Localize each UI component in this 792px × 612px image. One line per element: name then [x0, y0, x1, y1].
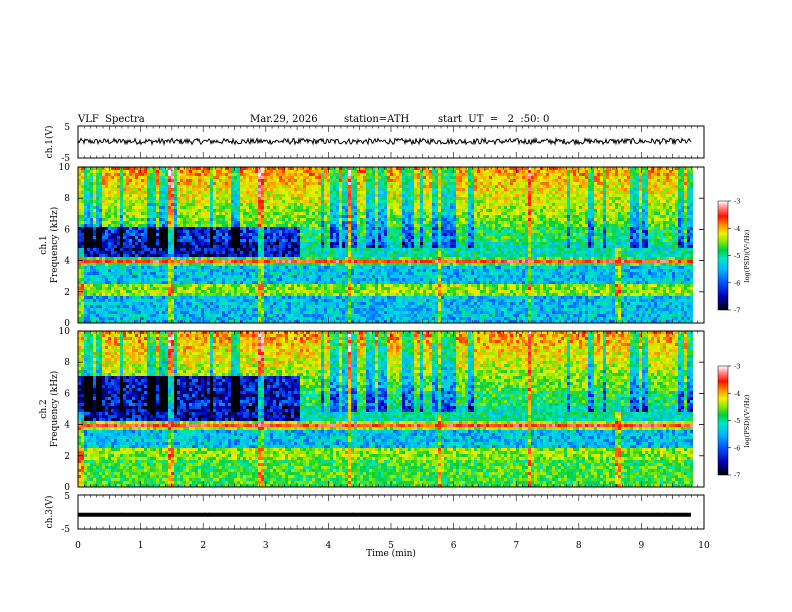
ch1-spectrogram-panel: 0 2 4 6 8 10 ch.1 Frequency (kHz) -3 -4 -5 -6 -7 …: [39, 163, 751, 329]
time-axis-tick-2: 2: [200, 541, 206, 551]
ch1-waveform-ticks: [77, 126, 705, 158]
frequency-tick-8: 8: [64, 194, 70, 204]
colorbar-tick--7: -7: [734, 307, 740, 315]
frequency-tick-10: 10: [59, 327, 71, 337]
frequency-tick-10: 10: [59, 163, 71, 173]
frequency-tick-6: 6: [64, 225, 70, 235]
colorbar-tick--3: -3: [734, 198, 740, 206]
colorbar-tick--7: -7: [734, 472, 740, 480]
ch1-colorbar: -3 -4 -5 -6 -7 log(PSD)(V²/Hz): [717, 198, 751, 315]
time-axis-tick-10: 10: [698, 541, 710, 551]
ch3-waveform-panel: 5 -5 ch.3(V): [44, 492, 705, 535]
ch1-colorbar-label: log(PSD)(V²/Hz): [743, 229, 751, 282]
time-axis-tick-4: 4: [326, 541, 332, 551]
colorbar-tick--3: -3: [734, 363, 740, 371]
ch1-frequency-ylabel: Frequency (kHz): [49, 207, 60, 284]
ch1-label: ch.1: [39, 235, 49, 254]
chart-title: VLF Spectra: [78, 114, 145, 125]
ch1-waveform-ylabel: ch.1(V): [44, 126, 55, 159]
ch2-colorbar-label: log(PSD)(V²/Hz): [743, 394, 751, 447]
ch1-waveform-trace: [77, 136, 692, 147]
ch2-spectrogram-ticks: [77, 331, 705, 487]
time-axis-tick-5: 5: [388, 541, 394, 551]
colorbar-tick--6: -6: [734, 444, 740, 452]
ch2-spectrogram: [78, 331, 704, 487]
frequency-tick-6: 6: [64, 389, 70, 399]
ch1-spectrogram-ticks: [77, 167, 705, 323]
frequency-tick-0: 0: [64, 483, 70, 493]
frequency-tick-4: 4: [64, 257, 70, 267]
date-label: Mar.29, 2026: [250, 114, 318, 125]
frequency-tick-2: 2: [64, 452, 70, 462]
colorbar-tick--6: -6: [734, 279, 740, 287]
frequency-tick-2: 2: [64, 288, 70, 298]
ch1-waveform-panel: 5 -5 ch.1(V): [44, 123, 705, 164]
time-axis-tick-0: 0: [75, 541, 81, 551]
time-axis-tick-9: 9: [639, 541, 645, 551]
ch1-colorbar-ticks: -3 -4 -5 -6 -7: [728, 198, 740, 315]
frequency-tick-8: 8: [64, 358, 70, 368]
ch2-colorbar-ticks: -3 -4 -5 -6 -7: [728, 363, 740, 480]
ch3-ytick-bottom: -5: [61, 525, 70, 535]
frequency-tick-0: 0: [64, 319, 70, 329]
ch1-ytick-top: 5: [64, 123, 70, 133]
colorbar-tick--4: -4: [734, 390, 740, 398]
frequency-tick-4: 4: [64, 421, 70, 431]
ch1-spectrogram-yticks: 0 2 4 6 8 10: [59, 163, 704, 329]
colorbar-tick--4: -4: [734, 225, 740, 233]
start-ut-label: start UT = 2 :50: 0: [438, 114, 549, 125]
ch2-spectrogram-yticks: 0 2 4 6 8 10: [59, 327, 704, 493]
ch2-colorbar-gradient: [717, 365, 729, 476]
time-axis-label: Time (min): [366, 548, 416, 559]
ch1-ytick-bottom: -5: [61, 154, 70, 164]
time-axis-tick-3: 3: [263, 541, 269, 551]
ch2-label: ch.2: [39, 399, 49, 418]
ch2-colorbar: -3 -4 -5 -6 -7 log(PSD)(V²/Hz): [717, 363, 751, 480]
ch3-waveform-ticks: [77, 495, 705, 529]
ch2-spectrogram-panel: 0 2 4 6 8 10 ch.2 Frequency (kHz) -3 -4 -5 -6 -7 …: [39, 327, 751, 493]
colorbar-tick--5: -5: [734, 252, 740, 260]
ch3-ytick-top: 5: [64, 492, 70, 502]
ch1-colorbar-gradient: [717, 200, 729, 311]
ch3-waveform-ylabel: ch.3(V): [44, 496, 55, 529]
time-axis-tick-labels: 0 1 2 3 4 5 6 7 8 9 10: [75, 541, 710, 551]
time-axis-tick-6: 6: [451, 541, 457, 551]
time-axis-tick-8: 8: [576, 541, 582, 551]
station-label: station=ATH: [344, 114, 409, 125]
time-axis-tick-7: 7: [513, 541, 519, 551]
ch2-frequency-ylabel: Frequency (kHz): [49, 371, 60, 448]
time-axis-tick-1: 1: [138, 541, 144, 551]
colorbar-tick--5: -5: [734, 417, 740, 425]
ch1-spectrogram: [78, 167, 704, 323]
